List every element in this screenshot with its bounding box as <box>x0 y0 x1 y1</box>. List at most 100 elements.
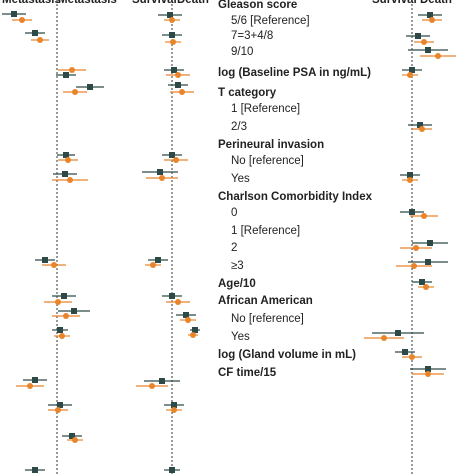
estimate-square <box>407 172 413 178</box>
estimate-circle <box>413 245 419 251</box>
estimate-square <box>192 327 198 333</box>
row-label: log (Gland volume in mL) <box>218 349 356 361</box>
estimate-circle <box>170 39 176 45</box>
row-label: 0 <box>231 207 237 219</box>
estimate-circle <box>381 335 387 341</box>
row-label: 2/3 <box>231 121 247 133</box>
estimate-square <box>11 11 17 17</box>
estimate-circle <box>55 407 61 413</box>
column-header: Death <box>420 0 452 6</box>
row-label: Yes <box>231 173 250 185</box>
estimate-circle <box>72 437 78 443</box>
estimate-circle <box>175 72 181 78</box>
estimate-circle <box>169 17 175 23</box>
estimate-square <box>63 152 69 158</box>
estimate-circle <box>179 89 185 95</box>
estimate-square <box>415 33 421 39</box>
row-label: CF time/15 <box>218 367 277 379</box>
estimate-square <box>61 293 67 299</box>
estimate-circle <box>51 262 57 268</box>
estimate-square <box>425 366 431 372</box>
estimate-square <box>409 209 415 215</box>
estimate-square <box>155 257 161 263</box>
column-header: Survival <box>132 0 177 6</box>
estimate-square <box>157 169 163 175</box>
estimate-square <box>409 67 415 73</box>
estimate-square <box>167 12 173 18</box>
row-label: 2 <box>231 242 237 254</box>
estimate-circle <box>190 332 196 338</box>
estimate-square <box>183 312 189 318</box>
estimate-square <box>159 378 165 384</box>
row-label: ≥3 <box>231 260 244 272</box>
estimate-circle <box>72 89 78 95</box>
row-label: T category <box>218 87 277 99</box>
estimate-square <box>175 82 181 88</box>
estimate-square <box>427 240 433 246</box>
estimate-circle <box>185 317 191 323</box>
estimate-square <box>169 467 175 473</box>
estimate-circle <box>149 383 155 389</box>
estimate-square <box>169 32 175 38</box>
row-labels: Gleason score 5/6 [Reference] 7=3+4/8 9/10 l… <box>218 0 373 379</box>
row-label: No [reference] <box>231 313 304 325</box>
estimate-circle <box>55 299 61 305</box>
row-label: Perineural invasion <box>218 139 324 151</box>
estimate-circle <box>159 175 165 181</box>
row-label: Yes <box>231 331 250 343</box>
row-label: Charlson Comorbidity Index <box>218 191 373 203</box>
estimate-circle <box>407 72 413 78</box>
estimate-circle <box>421 213 427 219</box>
estimate-circle <box>65 157 71 163</box>
column-header: Metastasis <box>58 0 117 6</box>
estimate-square <box>395 330 401 336</box>
estimate-circle <box>421 39 427 45</box>
row-label: African American <box>218 295 313 307</box>
estimate-square <box>62 171 68 177</box>
estimate-square <box>32 30 38 36</box>
estimate-circle <box>419 126 425 132</box>
estimate-circle <box>171 407 177 413</box>
estimate-circle <box>435 53 441 59</box>
estimate-circle <box>150 262 156 268</box>
row-label: Gleason score <box>218 0 297 11</box>
estimate-square <box>402 349 408 355</box>
estimate-circle <box>67 177 73 183</box>
estimate-square <box>427 12 433 18</box>
estimate-square <box>171 402 177 408</box>
estimate-circle <box>59 333 65 339</box>
row-label: 7=3+4/8 <box>231 30 273 42</box>
estimate-square <box>169 152 175 158</box>
markers <box>2 11 456 473</box>
estimate-square <box>63 72 69 78</box>
estimate-square <box>32 377 38 383</box>
estimate-circle <box>409 354 415 360</box>
row-label: Age/10 <box>218 278 256 290</box>
estimate-circle <box>175 299 181 305</box>
estimate-circle <box>27 383 33 389</box>
column-header: Death <box>177 0 209 6</box>
estimate-square <box>417 122 423 128</box>
row-label: 9/10 <box>231 46 253 58</box>
row-label: No [reference] <box>231 155 304 167</box>
estimate-circle <box>429 17 435 23</box>
estimate-circle <box>411 263 417 269</box>
estimate-circle <box>407 177 413 183</box>
estimate-square <box>171 67 177 73</box>
estimate-circle <box>425 371 431 377</box>
estimate-square <box>419 279 425 285</box>
estimate-circle <box>37 37 43 43</box>
estimate-circle <box>63 313 69 319</box>
row-label: 1 [Reference] <box>231 225 300 237</box>
estimate-circle <box>423 284 429 290</box>
column-header: Survival <box>372 0 417 6</box>
estimate-square <box>57 327 63 333</box>
estimate-square <box>69 433 75 439</box>
row-label: 5/6 [Reference] <box>231 15 310 27</box>
estimate-square <box>425 259 431 265</box>
estimate-circle <box>69 67 75 73</box>
row-label: log (Baseline PSA in ng/mL) <box>218 67 371 79</box>
estimate-circle <box>173 157 179 163</box>
